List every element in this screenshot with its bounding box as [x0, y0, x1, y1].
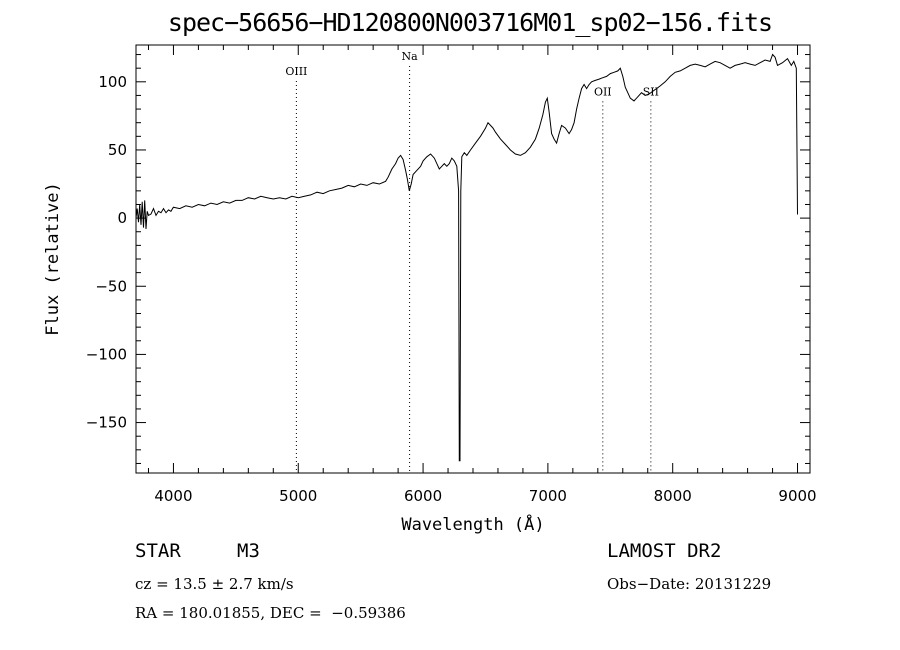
x-tick-label: 7000: [529, 487, 567, 505]
y-axis-ticks: 100 50 0 −50 −100 −150: [86, 54, 810, 464]
x-axis-ticks: 4000 5000 6000 7000 8000 9000: [147, 45, 817, 505]
x-tick-label: 9000: [778, 487, 816, 505]
emission-line-markers: OIII Na OII SII: [285, 50, 659, 473]
y-tick-label: −150: [86, 414, 127, 432]
marker-label-3: SII: [643, 85, 659, 98]
x-tick-label: 6000: [404, 487, 442, 505]
y-tick-label: 100: [98, 73, 127, 91]
y-tick-label: −100: [86, 345, 127, 363]
object-type: STAR: [135, 540, 181, 562]
radial-velocity: cz = 13.5 ± 2.7 km/s: [135, 575, 294, 593]
y-axis-label: Flux (relative): [43, 182, 63, 336]
x-tick-label: 4000: [154, 487, 192, 505]
spectrum-line: [135, 53, 798, 462]
plot-frame: [135, 44, 811, 474]
sky-coordinates: RA = 180.01855, DEC = −0.59386: [135, 604, 406, 622]
y-tick-label: −50: [95, 277, 127, 295]
y-tick-label: 50: [108, 141, 127, 159]
y-tick-label: 0: [117, 209, 127, 227]
x-axis-label: Wavelength (Å): [401, 513, 544, 535]
chart-title: spec−56656−HD120800N003716M01_sp02−156.f…: [167, 8, 773, 37]
marker-label-1: Na: [402, 50, 419, 63]
observation-date: Obs−Date: 20131229: [607, 575, 772, 593]
survey-name: LAMOST DR2: [607, 540, 722, 562]
marker-label-2: OII: [594, 85, 612, 98]
marker-label-0: OIII: [285, 65, 307, 78]
x-tick-label: 8000: [654, 487, 692, 505]
spectral-subclass: M3: [237, 540, 260, 562]
x-tick-label: 5000: [279, 487, 317, 505]
